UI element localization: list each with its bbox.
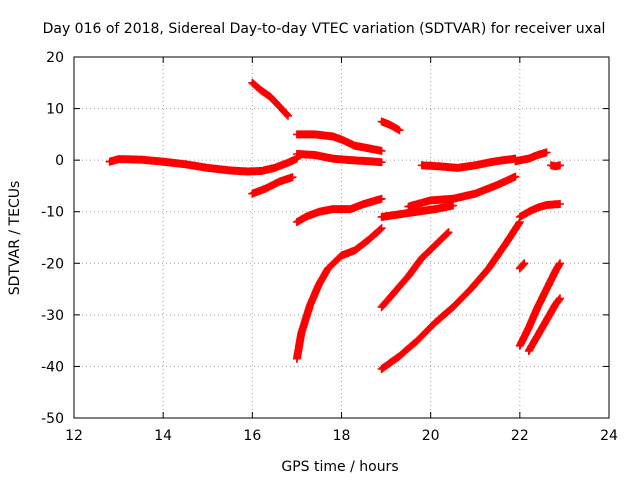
data-series-arc-16 xyxy=(515,200,564,221)
data-series-arc-2 xyxy=(248,78,292,120)
data-series-arc-12 xyxy=(404,172,520,211)
y-tick-label: 20 xyxy=(46,50,64,66)
data-point-markers xyxy=(524,294,564,355)
data-series-arc-4 xyxy=(292,130,386,155)
data-point-markers xyxy=(377,218,524,373)
x-tick-label: 18 xyxy=(333,428,351,444)
data-point-markers xyxy=(292,130,386,155)
data-point-markers xyxy=(547,161,564,171)
x-axis-ticks: 12 14 16 18 20 22 24 xyxy=(65,57,618,444)
data-series-arc-8 xyxy=(377,117,404,135)
data-series-arc-3 xyxy=(248,173,297,198)
data-point-markers xyxy=(417,154,520,172)
y-tick-label: -20 xyxy=(41,256,64,272)
y-axis-ticks: -50 -40 -30 -20 -10 0 10 20 xyxy=(41,50,609,427)
grid xyxy=(74,57,609,418)
data-series-arc-11 xyxy=(377,201,457,221)
data-series-arc-19 xyxy=(524,294,564,355)
data-point-markers xyxy=(377,228,453,312)
x-tick-label: 20 xyxy=(422,428,440,444)
data-series-arc-6 xyxy=(292,194,386,226)
y-tick-label: 10 xyxy=(46,102,64,118)
data-point-markers xyxy=(377,201,457,221)
data-series-arc-9 xyxy=(377,228,453,312)
data-point-markers xyxy=(404,172,520,211)
y-tick-label: -40 xyxy=(41,359,64,375)
data-point-markers xyxy=(377,117,404,135)
x-tick-label: 12 xyxy=(65,428,83,444)
data-point-markers xyxy=(511,148,551,166)
data-series-arc-1 xyxy=(105,154,301,176)
x-tick-label: 16 xyxy=(243,428,261,444)
data-series-arc-7 xyxy=(292,224,386,363)
data-series-arc-14 xyxy=(511,148,551,166)
y-tick-label: -50 xyxy=(41,411,64,427)
data-point-markers xyxy=(292,224,386,363)
data-point-markers xyxy=(515,259,529,273)
x-tick-label: 24 xyxy=(600,428,618,444)
x-tick-label: 14 xyxy=(154,428,172,444)
y-axis-label: SDTVAR / TECUs xyxy=(7,181,23,296)
data-series-arc-10 xyxy=(377,218,524,373)
x-tick-label: 22 xyxy=(511,428,529,444)
data-series-arc-13 xyxy=(417,154,520,172)
data-point-markers xyxy=(515,259,564,350)
data-points xyxy=(105,78,564,373)
data-series-arc-17 xyxy=(515,259,529,273)
data-point-markers xyxy=(292,194,386,226)
data-point-markers xyxy=(248,78,292,120)
data-point-markers xyxy=(292,150,386,167)
data-point-markers xyxy=(248,173,297,198)
data-series-arc-18 xyxy=(515,259,564,350)
data-point-markers xyxy=(515,200,564,221)
data-point-markers xyxy=(105,154,301,176)
chart-title: Day 016 of 2018, Sidereal Day-to-day VTE… xyxy=(43,21,606,37)
data-series-arc-5 xyxy=(292,150,386,167)
y-tick-label: -10 xyxy=(41,205,64,221)
x-axis-label: GPS time / hours xyxy=(281,459,398,475)
y-tick-label: 0 xyxy=(55,153,64,169)
data-series-arc-15 xyxy=(547,161,564,171)
y-tick-label: -30 xyxy=(41,308,64,324)
